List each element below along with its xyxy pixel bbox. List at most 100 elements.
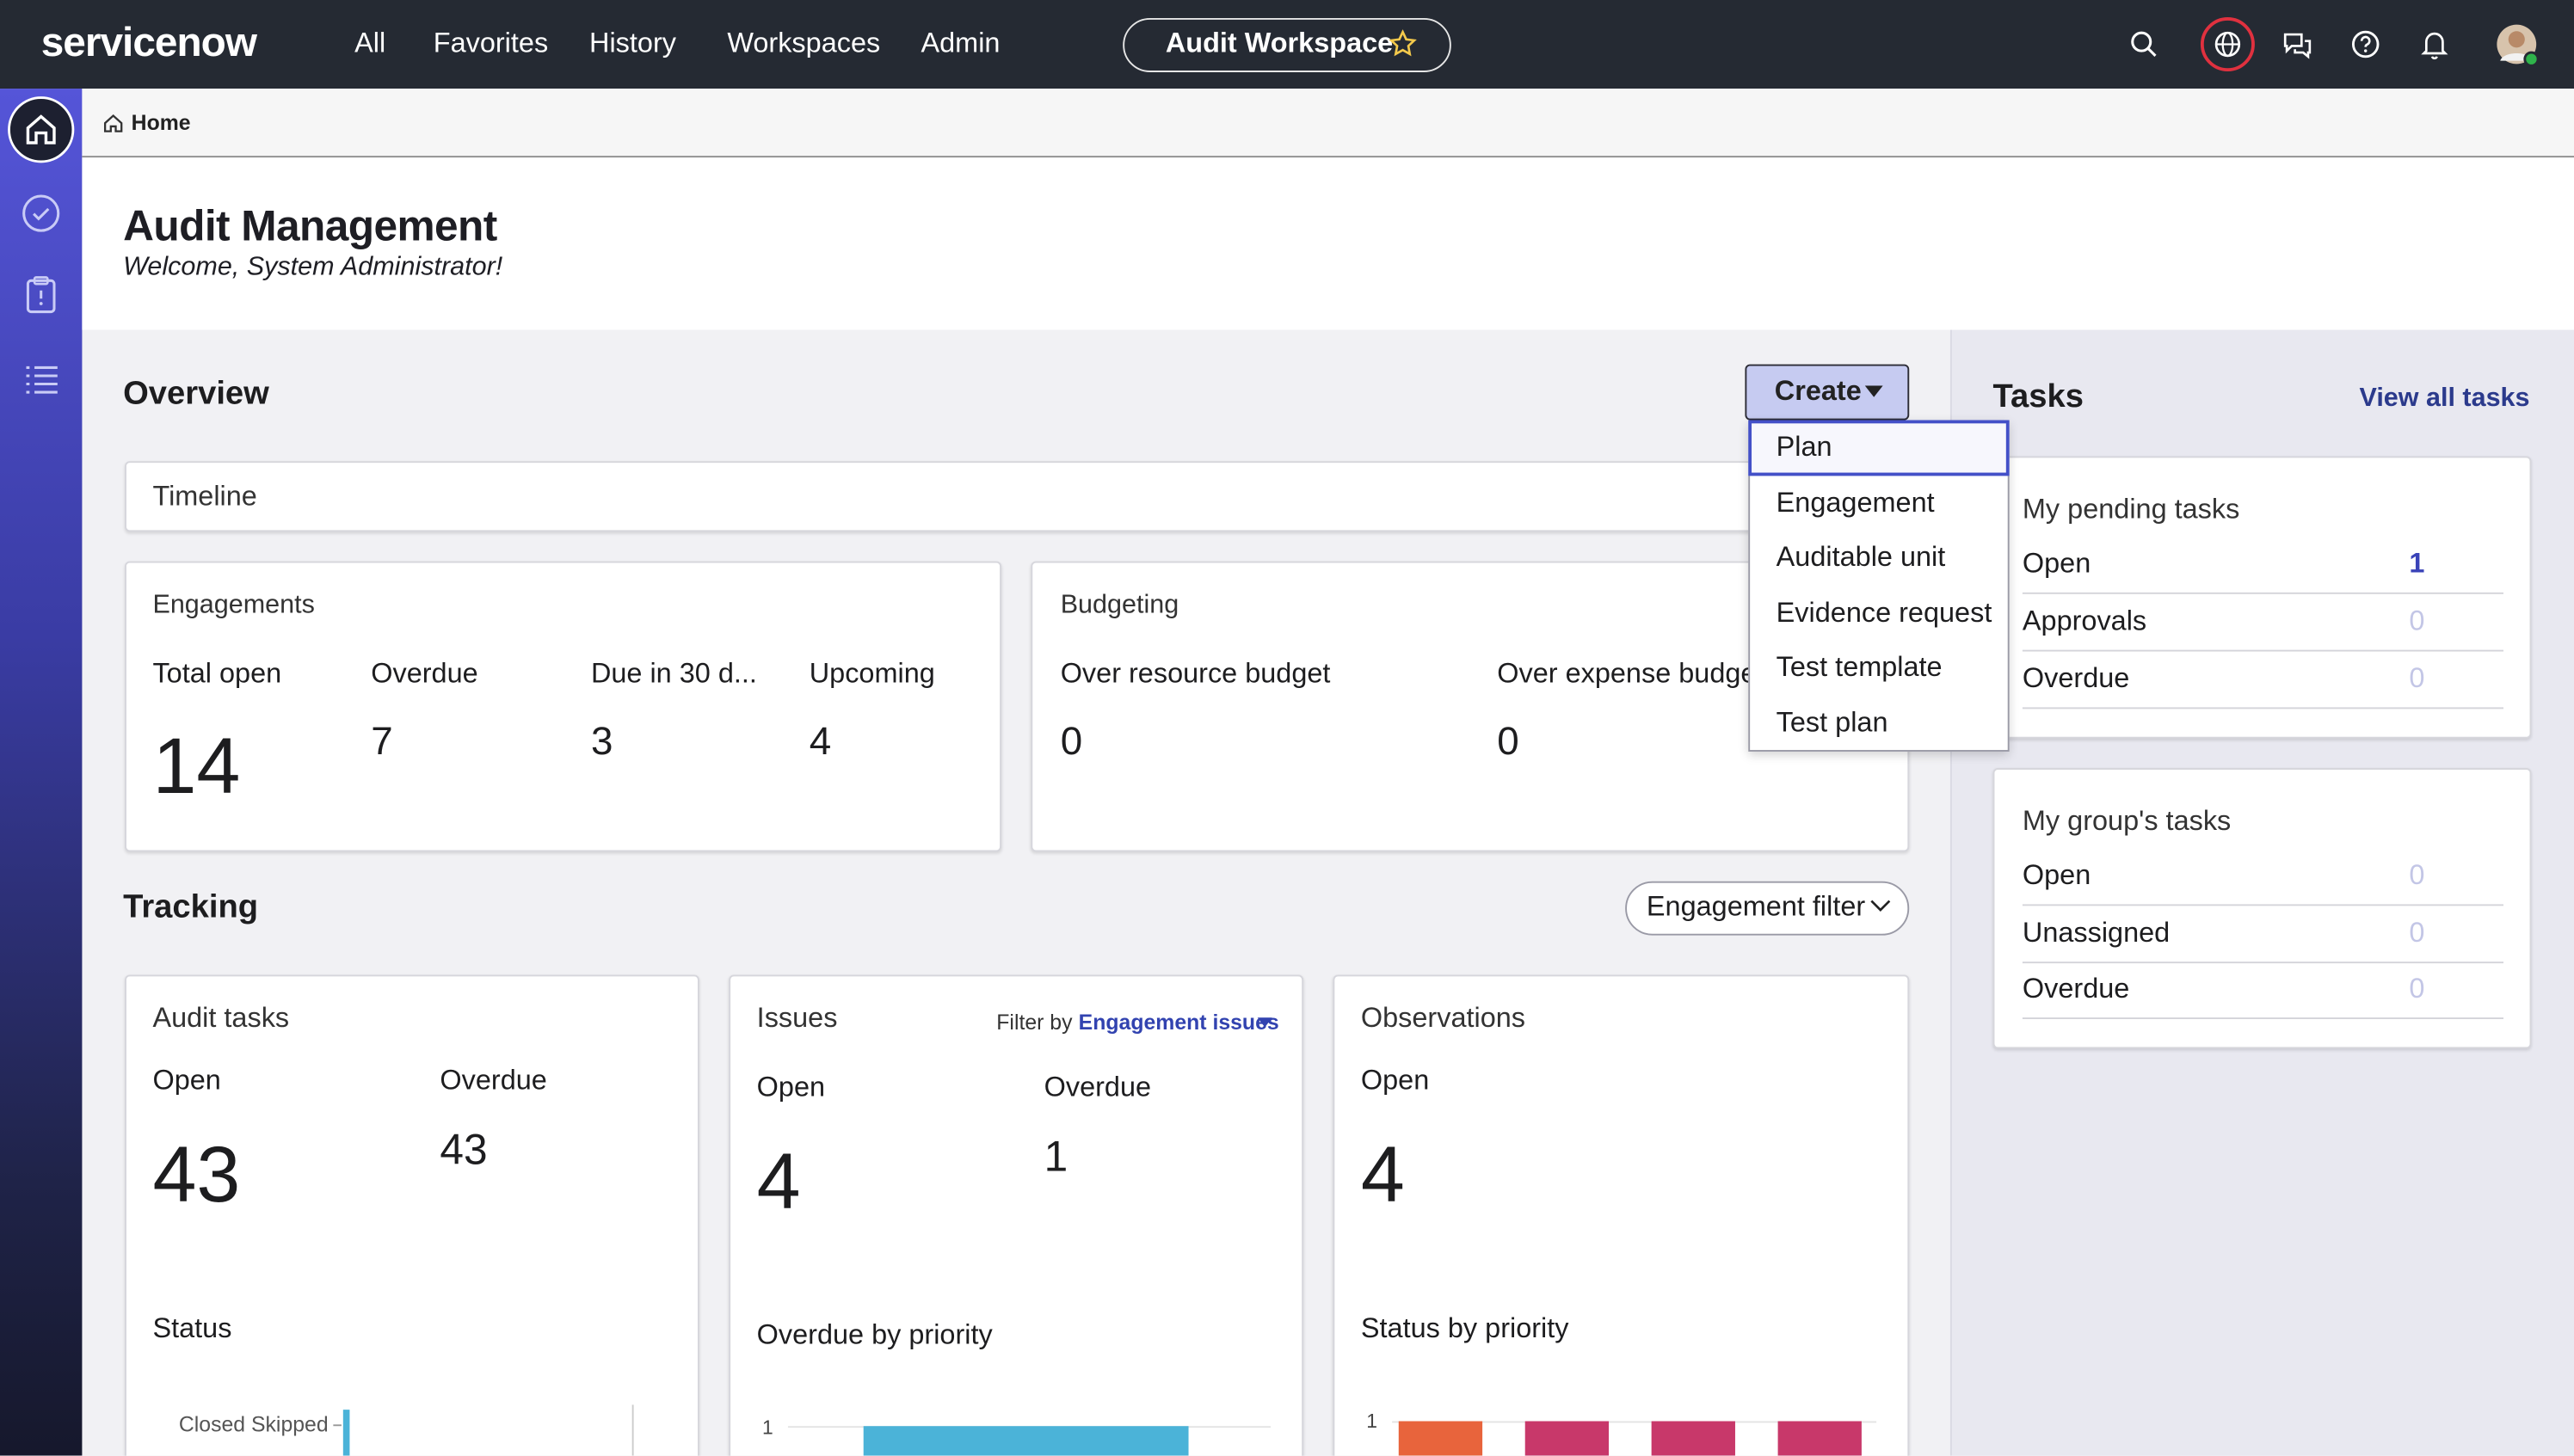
page-subtitle: Welcome, System Administrator! xyxy=(123,253,503,282)
user-avatar[interactable] xyxy=(2495,23,2540,69)
metric-value: 1 xyxy=(1044,1131,1068,1181)
card-title: Audit tasks xyxy=(152,1002,290,1034)
issues-filter-caret xyxy=(1257,1017,1272,1028)
task-row-label[interactable]: Unassigned xyxy=(2022,917,2171,949)
metric-label: Overdue xyxy=(440,1065,547,1097)
create-menu-item[interactable]: Evidence request xyxy=(1776,597,1992,629)
card-title: Issues xyxy=(756,1002,838,1034)
nav-menu-item[interactable]: Favorites xyxy=(433,28,549,59)
home-nav-button[interactable] xyxy=(7,95,76,164)
task-row-label[interactable]: Overdue xyxy=(2022,973,2130,1004)
priority-bar xyxy=(1777,1421,1862,1456)
axis-tick xyxy=(333,1424,342,1427)
metric-label: Over resource budget xyxy=(1060,657,1331,690)
row-divider xyxy=(2022,649,2504,652)
row-divider xyxy=(2022,961,2504,964)
row-divider xyxy=(2022,592,2504,594)
metric-value: 7 xyxy=(371,719,393,765)
task-row-label[interactable]: Overdue xyxy=(2022,662,2130,694)
metric-value: 43 xyxy=(440,1124,488,1175)
breadcrumb-home-icon xyxy=(103,114,123,132)
create-menu-item[interactable]: Auditable unit xyxy=(1776,541,1946,573)
priority-bar xyxy=(1524,1421,1610,1456)
tasks-nav-button[interactable] xyxy=(22,194,61,233)
card-title: Observations xyxy=(1360,1002,1526,1034)
workspace-pill[interactable] xyxy=(1123,17,1451,72)
nav-menu-item[interactable]: All xyxy=(354,28,386,59)
task-row-count[interactable]: 0 xyxy=(2409,662,2425,694)
task-row-label[interactable]: Open xyxy=(2022,547,2091,580)
page-title: Audit Management xyxy=(123,200,497,250)
axis-line xyxy=(631,1404,634,1456)
timeline-card[interactable] xyxy=(125,461,1910,532)
metric-value: 4 xyxy=(809,719,832,765)
view-all-tasks-link[interactable]: View all tasks xyxy=(2359,384,2530,413)
create-button[interactable] xyxy=(1745,364,1910,421)
engagement-filter-label: Engagement filter xyxy=(1646,890,1866,923)
list-nav-button[interactable] xyxy=(25,365,61,394)
side-nav xyxy=(0,89,83,1456)
metric-label: Overdue xyxy=(371,657,478,690)
create-menu-item[interactable]: Plan xyxy=(1776,431,1832,463)
task-row-count[interactable]: 0 xyxy=(2409,605,2425,637)
top-nav-bar xyxy=(0,0,2574,89)
issues-filter-link[interactable]: Engagement issues xyxy=(1078,1009,1279,1035)
metric-value: 3 xyxy=(590,719,613,765)
task-row-label[interactable]: Approvals xyxy=(2022,605,2147,637)
chart-title: Status xyxy=(152,1312,232,1344)
metric-label: Due in 30 d... xyxy=(590,657,757,690)
card-title: Engagements xyxy=(152,591,315,620)
create-menu-item[interactable]: Engagement xyxy=(1776,487,1935,519)
y-tick-label: 1 xyxy=(1366,1409,1377,1433)
pending-tasks-card xyxy=(1992,456,2532,739)
metric-value: 4 xyxy=(756,1139,801,1226)
metric-label: Open xyxy=(756,1071,826,1103)
language-icon[interactable] xyxy=(2200,16,2256,72)
nav-menu-item[interactable]: Workspaces xyxy=(727,28,881,59)
nav-menu-item[interactable]: Admin xyxy=(921,28,1001,59)
clipboard-nav-button[interactable] xyxy=(25,276,58,316)
engagement-filter-button[interactable] xyxy=(1625,881,1910,936)
task-row-count[interactable]: 1 xyxy=(2409,547,2425,580)
metric-label: Overdue xyxy=(1044,1071,1152,1103)
favorite-star[interactable] xyxy=(1389,29,1417,57)
create-menu-item[interactable]: Test plan xyxy=(1776,707,1888,739)
filter-label: Filter by xyxy=(996,1009,1073,1035)
task-row-label[interactable]: Open xyxy=(2022,859,2091,891)
brand-logo[interactable]: servicenow xyxy=(40,19,257,66)
nav-menu-item[interactable]: History xyxy=(589,28,676,59)
create-menu-highlight xyxy=(1748,420,2010,476)
priority-bar xyxy=(1398,1421,1483,1456)
create-menu-item[interactable]: Test template xyxy=(1776,651,1943,683)
issues-card xyxy=(729,974,1304,1456)
section-title: Tracking xyxy=(123,889,259,926)
search-icon[interactable] xyxy=(2129,29,2158,58)
metric-label: Over expense budget xyxy=(1497,657,1764,690)
group-tasks-card xyxy=(1992,768,2532,1049)
chat-icon[interactable] xyxy=(2282,29,2312,59)
task-row-count[interactable]: 0 xyxy=(2409,973,2425,1004)
create-caret xyxy=(1864,385,1883,397)
row-divider xyxy=(2022,1017,2504,1019)
metric-label: Open xyxy=(1360,1065,1430,1097)
card-title: Budgeting xyxy=(1060,591,1179,620)
filter-chevron xyxy=(1870,900,1891,912)
observations-card xyxy=(1333,974,1910,1456)
row-divider xyxy=(2022,904,2504,906)
help-icon[interactable] xyxy=(2351,29,2380,58)
card-title: My pending tasks xyxy=(2022,493,2240,525)
card-title: My group's tasks xyxy=(2022,805,2232,837)
metric-value: 0 xyxy=(1060,719,1083,765)
page-header xyxy=(82,157,2574,330)
task-row-count[interactable]: 0 xyxy=(2409,917,2425,949)
breadcrumb-home[interactable]: Home xyxy=(131,110,191,135)
notifications-icon[interactable] xyxy=(2420,28,2449,60)
metric-label: Upcoming xyxy=(809,657,935,690)
chart-title: Status by priority xyxy=(1360,1312,1569,1344)
chart-title: Overdue by priority xyxy=(756,1318,993,1351)
metric-value: 0 xyxy=(1497,719,1519,765)
section-title: Tasks xyxy=(1992,378,2084,415)
priority-bar xyxy=(863,1426,1189,1456)
task-row-count[interactable]: 0 xyxy=(2409,859,2425,891)
y-tick-label: 1 xyxy=(762,1416,773,1440)
